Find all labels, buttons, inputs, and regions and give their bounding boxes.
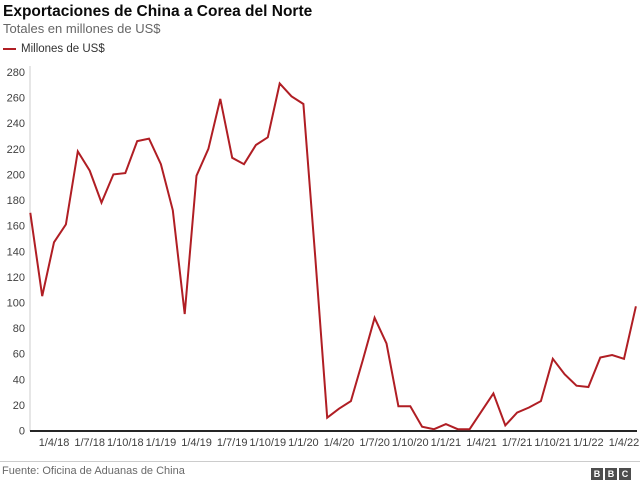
y-tick-label: 0 bbox=[19, 426, 25, 438]
y-tick-label: 260 bbox=[7, 93, 25, 105]
y-tick-label: 120 bbox=[7, 272, 25, 284]
x-tick-label: 1/7/18 bbox=[74, 437, 105, 449]
y-tick-label: 280 bbox=[7, 67, 25, 79]
y-tick-label: 140 bbox=[7, 246, 25, 258]
y-tick-label: 60 bbox=[13, 349, 25, 361]
y-tick-label: 220 bbox=[7, 144, 25, 156]
x-tick-label: 1/10/20 bbox=[392, 437, 429, 449]
line-chart: 0 20 40 60 80 100 120 140 160 180 200 220 240 260 280 1… bbox=[7, 66, 640, 449]
y-tick-label: 200 bbox=[7, 169, 25, 181]
x-tick-label: 1/4/20 bbox=[324, 437, 355, 449]
x-tick-label: 1/10/18 bbox=[107, 437, 144, 449]
x-tick-label: 1/4/22 bbox=[609, 437, 640, 449]
x-tick-label: 1/10/19 bbox=[249, 437, 286, 449]
y-tick-label: 240 bbox=[7, 118, 25, 130]
bbc-logo-letter: C bbox=[619, 468, 631, 480]
x-tick-label: 1/1/19 bbox=[146, 437, 177, 449]
bbc-logo-letter: B bbox=[605, 468, 617, 480]
x-tick-label: 1/10/21 bbox=[534, 437, 571, 449]
y-tick-label: 180 bbox=[7, 195, 25, 207]
source-text: Fuente: Oficina de Aduanas de China bbox=[2, 465, 185, 477]
x-tick-label: 1/1/20 bbox=[288, 437, 319, 449]
x-tick-label: 1/4/21 bbox=[466, 437, 497, 449]
y-tick-label: 80 bbox=[13, 323, 25, 335]
y-tick-label: 100 bbox=[7, 297, 25, 309]
y-tick-label: 20 bbox=[13, 400, 25, 412]
y-tick-label: 40 bbox=[13, 374, 25, 386]
x-tick-label: 1/7/19 bbox=[217, 437, 248, 449]
x-tick-label: 1/4/18 bbox=[39, 437, 70, 449]
x-tick-label: 1/1/22 bbox=[573, 437, 604, 449]
chart-title: Exportaciones de China a Corea del Norte bbox=[3, 3, 313, 20]
x-tick-label: 1/4/19 bbox=[181, 437, 212, 449]
x-tick-label: 1/7/20 bbox=[359, 437, 390, 449]
x-tick-label: 1/7/21 bbox=[502, 437, 533, 449]
bbc-logo-letter: B bbox=[591, 468, 603, 480]
bbc-logo: B B C bbox=[591, 468, 631, 480]
x-tick-label: 1/1/21 bbox=[431, 437, 462, 449]
legend-line-swatch bbox=[3, 48, 16, 50]
footer-divider bbox=[0, 461, 640, 462]
y-tick-label: 160 bbox=[7, 221, 25, 233]
chart-subtitle: Totales en millones de US$ bbox=[3, 21, 161, 36]
legend: Millones de US$ bbox=[3, 43, 105, 55]
data-line-series bbox=[29, 81, 637, 431]
legend-label: Millones de US$ bbox=[21, 43, 105, 55]
